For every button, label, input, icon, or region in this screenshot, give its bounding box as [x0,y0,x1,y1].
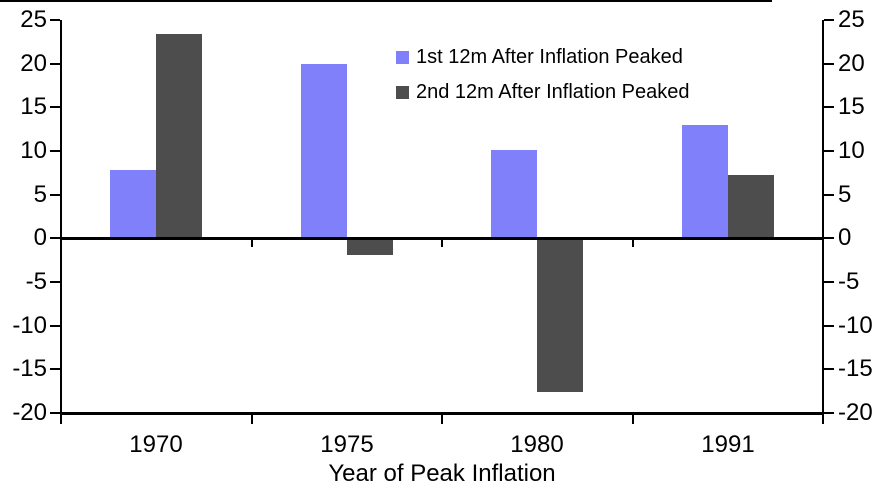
legend: 1st 12m After Inflation Peaked 2nd 12m A… [396,44,690,106]
y-tick-right [824,19,834,21]
bar-series-2-1975 [347,240,393,255]
y-tick-label-left: -20 [12,399,47,426]
y-tick-label-right: 20 [838,50,865,77]
y-tick-label-right: -10 [838,312,873,339]
y-tick-left [50,19,60,21]
bar-series-2-1970 [156,34,202,237]
y-tick-left [50,63,60,65]
legend-swatch-series-2 [396,86,409,99]
x-axis-label-1991: 1991 [701,431,755,458]
y-tick-right [824,412,834,414]
top-border-line [0,0,772,2]
y-tick-left [50,412,60,414]
y-tick-label-right: -5 [838,268,860,295]
y-axis-right [822,20,824,413]
x-axis-label-1975: 1975 [320,431,374,458]
y-tick-label-right: 0 [838,224,852,251]
y-tick-label-left: 15 [20,93,47,120]
y-tick-label-right: 10 [838,137,865,164]
legend-swatch-series-1 [396,51,409,64]
zero-baseline [61,237,823,240]
bar-series-1-1970 [110,170,156,237]
y-tick-left [50,194,60,196]
x-axis-label-1970: 1970 [129,431,183,458]
bar-series-1-1980 [491,150,537,237]
bottom-axis-end-tick-left [60,415,62,424]
y-tick-label-right: -20 [838,399,873,426]
y-tick-label-left: 20 [20,50,47,77]
y-tick-left [50,150,60,152]
y-tick-label-right: 15 [838,93,865,120]
bar-series-1-1991 [682,125,728,237]
y-axis-left [60,20,62,413]
legend-item-series-2: 2nd 12m After Inflation Peaked [396,79,690,106]
bar-series-2-1980 [537,240,583,392]
y-tick-left [50,106,60,108]
bottom-axis-end-tick-right [822,415,824,424]
y-tick-label-left: 25 [20,6,47,33]
y-tick-left [50,237,60,239]
zero-line-tick [251,240,253,247]
legend-label-series-1: 1st 12m After Inflation Peaked [416,46,683,68]
x-axis-label-1980: 1980 [510,431,564,458]
y-tick-label-right: -15 [838,355,873,382]
bar-series-1-1975 [301,64,347,237]
y-tick-label-left: -15 [12,355,47,382]
y-tick-right [824,325,834,327]
y-tick-label-left: -5 [25,268,47,295]
y-tick-left [50,325,60,327]
y-tick-left [50,281,60,283]
y-tick-label-right: 25 [838,6,865,33]
bottom-axis-tick [441,415,443,424]
y-tick-label-left: 10 [20,137,47,164]
y-tick-label-left: 0 [33,224,47,251]
y-tick-right [824,368,834,370]
bottom-axis-tick [251,415,253,424]
bottom-axis-tick [632,415,634,424]
y-tick-right [824,106,834,108]
legend-label-series-2: 2nd 12m After Inflation Peaked [416,81,690,103]
zero-line-tick [632,240,634,247]
x-axis-title: Year of Peak Inflation [328,460,556,487]
y-tick-right [824,150,834,152]
y-tick-label-left: 5 [33,181,47,208]
y-tick-right [824,63,834,65]
x-axis-bottom-line [60,412,824,415]
y-tick-label-right: 5 [838,181,852,208]
y-tick-right [824,237,834,239]
legend-item-series-1: 1st 12m After Inflation Peaked [396,44,690,71]
y-tick-left [50,368,60,370]
bar-series-2-1991 [728,175,774,237]
y-tick-right [824,281,834,283]
zero-line-tick [441,240,443,247]
y-tick-right [824,194,834,196]
y-tick-label-left: -10 [12,312,47,339]
